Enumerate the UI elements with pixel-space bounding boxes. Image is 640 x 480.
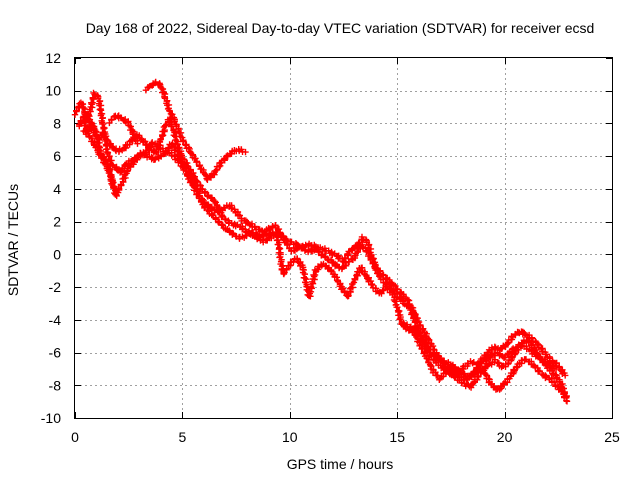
data-point <box>393 304 406 326</box>
data-point <box>351 265 364 283</box>
y-tick-label: 2 <box>53 214 61 230</box>
data-point <box>338 259 350 273</box>
data-point <box>198 165 210 182</box>
y-tick-label: -6 <box>49 345 62 361</box>
data-point <box>396 294 409 308</box>
data-point <box>305 268 320 300</box>
data-point <box>562 372 569 379</box>
x-tick-label: 0 <box>71 429 79 445</box>
data-point <box>238 146 246 155</box>
data-point <box>211 198 225 216</box>
series-track-2 <box>76 110 570 401</box>
y-tick-label: 8 <box>53 115 61 131</box>
plot-frame <box>74 57 613 419</box>
data-point <box>432 359 447 372</box>
data-point <box>519 340 533 353</box>
data-point <box>119 165 131 186</box>
data-point <box>172 121 186 141</box>
data-point <box>204 192 217 204</box>
y-tick-label: -10 <box>41 410 61 426</box>
y-tick-label: 0 <box>53 246 61 262</box>
x-tick-label: 25 <box>604 429 620 445</box>
series-track-7 <box>398 319 560 380</box>
data-point <box>273 228 285 265</box>
data-point <box>345 255 357 265</box>
data-point <box>563 397 570 404</box>
data-point <box>459 360 472 373</box>
data-point <box>272 222 283 233</box>
data-point <box>423 345 439 364</box>
data-point <box>235 233 248 242</box>
y-tick-label: 4 <box>53 181 61 197</box>
data-point <box>166 107 178 125</box>
data-point <box>113 181 125 200</box>
data-point <box>157 123 168 143</box>
data-point <box>427 342 440 358</box>
y-tick-label: 10 <box>45 83 61 99</box>
y-axis-label: SDTVAR / TECUs <box>5 184 21 296</box>
series-track-1 <box>71 89 569 381</box>
data-point <box>218 211 229 223</box>
data-point <box>111 185 118 192</box>
data-point <box>104 136 114 148</box>
data-point <box>161 93 173 113</box>
series-track-4 <box>142 78 249 183</box>
data-point <box>137 149 150 159</box>
data-point <box>344 279 358 300</box>
data-point <box>317 260 330 270</box>
data-point <box>222 225 234 236</box>
x-tick-label: 5 <box>179 429 187 445</box>
data-point <box>555 363 568 377</box>
data-point <box>379 271 391 283</box>
x-tick-label: 20 <box>497 429 513 445</box>
data-point <box>142 84 152 94</box>
data-point <box>358 264 370 280</box>
data-point <box>536 353 549 366</box>
data-point <box>283 236 291 245</box>
data-point <box>318 251 331 263</box>
data-point <box>94 93 106 126</box>
data-point <box>552 365 560 373</box>
tick-labels: 0 5 10 15 20 25 -10 -8 -6 -4 -2 0 2 4 6 8 10 12 <box>41 50 620 445</box>
y-tick-label: 6 <box>53 148 61 164</box>
data-point <box>293 255 306 270</box>
data-point <box>325 256 337 267</box>
y-tick-label: -2 <box>49 279 62 295</box>
data-point <box>476 364 488 377</box>
data-point <box>109 161 119 171</box>
data-point <box>475 355 489 367</box>
data-point <box>99 129 110 142</box>
data-point <box>450 366 463 380</box>
y-tick-label: -4 <box>49 312 62 328</box>
series-track-5 <box>106 112 141 147</box>
x-tick-label: 15 <box>389 429 405 445</box>
data-point <box>497 341 509 352</box>
y-tick-label: 12 <box>45 50 61 66</box>
data-point <box>463 372 474 384</box>
data-point <box>528 347 541 360</box>
x-tick-label: 10 <box>282 429 298 445</box>
series-track-6 <box>76 116 118 192</box>
y-tick-label: -8 <box>49 377 62 393</box>
data-point <box>364 274 376 289</box>
x-axis-label: GPS time / hours <box>287 456 394 472</box>
series-track-3 <box>80 127 571 405</box>
chart-title: Day 168 of 2022, Sidereal Day-to-day VTE… <box>86 20 595 36</box>
data-point <box>157 147 169 160</box>
data-point <box>242 148 249 156</box>
data-point <box>97 149 108 161</box>
data-point <box>534 364 546 378</box>
data-point <box>170 128 182 148</box>
data-point <box>503 333 516 348</box>
data-point <box>134 140 141 147</box>
data-markers <box>71 78 571 405</box>
axis-ticks <box>75 58 613 419</box>
data-point <box>423 355 437 374</box>
